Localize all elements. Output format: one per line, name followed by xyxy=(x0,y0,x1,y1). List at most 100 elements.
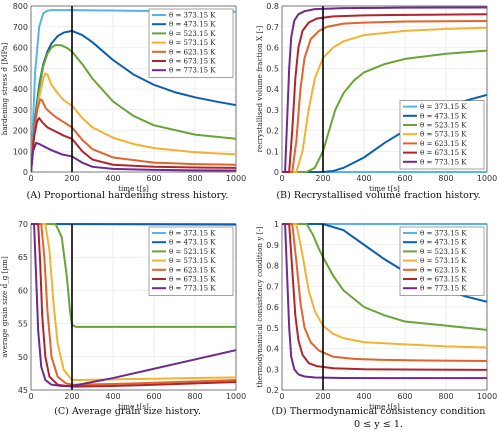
y-tick-label: 800 xyxy=(13,2,28,11)
y-tick-label: 60 xyxy=(18,286,28,295)
legend-entry: θ = 523.15 K xyxy=(420,122,467,130)
y-tick-label: 0.5 xyxy=(266,324,279,333)
plot-frame xyxy=(30,5,237,173)
x-tick-label: 1000 xyxy=(226,174,246,183)
y-axis-label: recrystallised volume fraction X [-] xyxy=(255,25,264,152)
x-tick-label: 200 xyxy=(315,392,330,401)
y-tick-label: 0 xyxy=(23,168,28,177)
legend-entry: θ = 673.15 K xyxy=(169,276,216,284)
y-tick-label: 65 xyxy=(18,253,28,262)
series-line xyxy=(31,223,236,388)
legend-entry: θ = 523.15 K xyxy=(169,30,216,38)
y-axis-label: hardening stress σ̂ [MPa] xyxy=(0,43,9,136)
legend: θ = 373.15 Kθ = 473.15 Kθ = 523.15 Kθ = … xyxy=(148,8,234,78)
series-line xyxy=(31,117,236,173)
x-tick-label: 600 xyxy=(146,392,161,401)
y-tick-label: 500 xyxy=(13,64,28,73)
legend-entry: θ = 373.15 K xyxy=(420,103,467,111)
legend-entry: θ = 773.15 K xyxy=(420,285,467,293)
series-line xyxy=(282,223,487,371)
y-tick-label: 0 xyxy=(274,168,279,177)
y-tick-label: 0.2 xyxy=(266,127,279,136)
y-tick-label: 0.6 xyxy=(266,303,279,312)
x-tick-label: 800 xyxy=(438,392,453,401)
y-tick-label: 0.3 xyxy=(266,106,279,115)
y-tick-label: 0.8 xyxy=(266,2,279,11)
series-line xyxy=(282,223,487,349)
y-tick-label: 70 xyxy=(18,220,28,229)
x-tick-label: 1000 xyxy=(477,174,497,183)
y-tick-label: 55 xyxy=(18,320,28,329)
panel-caption-line2: 0 ≤ y ≤ 1. xyxy=(354,419,403,430)
x-tick-label: 0 xyxy=(28,392,33,401)
legend-entry: θ = 473.15 K xyxy=(169,239,216,247)
x-tick-label: 600 xyxy=(146,174,161,183)
legend-entry: θ = 623.15 K xyxy=(169,266,216,274)
series-line xyxy=(31,44,236,173)
series-line xyxy=(31,223,236,382)
series-line xyxy=(282,13,487,173)
chart-panel-d: 0 200 400 600 800 1000 0.2 0.3 0.4 0.5 0.6 0.7 0.8 0.… xyxy=(255,220,497,430)
x-tick-label: 400 xyxy=(356,392,371,401)
y-axis-label: thermodynamical consistency condition y … xyxy=(255,226,264,388)
legend-entry: θ = 473.15 K xyxy=(169,21,216,29)
x-tick-label: 600 xyxy=(397,174,412,183)
x-axis-label: time t[s] xyxy=(118,184,149,193)
x-tick-label: 600 xyxy=(397,392,412,401)
legend: θ = 373.15 Kθ = 473.15 Kθ = 523.15 Kθ = … xyxy=(148,226,234,296)
x-tick-label: 800 xyxy=(187,392,202,401)
y-tick-label: 0.2 xyxy=(266,386,279,395)
legend-entry: θ = 373.15 K xyxy=(420,230,467,238)
legend-entry: θ = 523.15 K xyxy=(420,248,467,256)
series-line xyxy=(282,223,487,331)
y-tick-label: 0.4 xyxy=(266,85,279,94)
y-tick-label: 0.5 xyxy=(266,64,279,73)
y-tick-label: 0.9 xyxy=(266,241,279,250)
x-tick-label: 200 xyxy=(64,392,79,401)
x-tick-label: 1000 xyxy=(477,392,497,401)
x-tick-label: 800 xyxy=(187,174,202,183)
x-axis-label: time t[s] xyxy=(369,402,400,411)
series-line xyxy=(282,19,487,173)
y-tick-label: 45 xyxy=(18,386,28,395)
legend-entry: θ = 573.15 K xyxy=(420,131,467,139)
panel-caption: (A) Proportional hardening stress histor… xyxy=(27,190,229,201)
series-line xyxy=(282,49,487,173)
x-tick-label: 400 xyxy=(105,392,120,401)
x-tick-label: 200 xyxy=(315,174,330,183)
legend-entry: θ = 373.15 K xyxy=(169,230,216,238)
legend-entry: θ = 573.15 K xyxy=(169,39,216,47)
x-tick-label: 200 xyxy=(64,174,79,183)
series-line xyxy=(31,223,236,226)
legend-entry: θ = 623.15 K xyxy=(169,48,216,56)
legend-entry: θ = 673.15 K xyxy=(420,276,467,284)
panel-caption: (B) Recrystallised volume fraction histo… xyxy=(276,190,480,201)
y-tick-label: 100 xyxy=(13,147,28,156)
series-line xyxy=(282,223,487,380)
y-tick-label: 0.1 xyxy=(266,147,279,156)
y-tick-label: 50 xyxy=(18,353,28,362)
y-tick-label: 0.7 xyxy=(266,23,279,32)
chart-panel-c: 0 200 400 600 800 1000 45 50 55 60 65 70 time t[s] av… xyxy=(0,220,246,417)
y-tick-label: 1 xyxy=(274,220,279,229)
series-line xyxy=(31,141,236,173)
chart-panel-b: 0 200 400 600 800 1000 0 0.1 0.2 0.3 0.4 0.5 0.6 0.7 0… xyxy=(255,2,497,201)
x-tick-label: 400 xyxy=(356,174,371,183)
series-line xyxy=(31,98,236,173)
legend: θ = 373.15 Kθ = 473.15 Kθ = 523.15 Kθ = … xyxy=(399,100,485,170)
x-tick-label: 400 xyxy=(105,174,120,183)
series-line xyxy=(31,72,236,173)
panel-caption: (C) Average grain size history. xyxy=(54,406,201,417)
x-tick-label: 0 xyxy=(279,174,284,183)
series-line xyxy=(31,223,236,388)
series-line xyxy=(282,26,487,173)
panel-caption: (D) Thermodynamical consistency conditio… xyxy=(272,406,486,417)
legend-entry: θ = 573.15 K xyxy=(169,257,216,265)
legend-entry: θ = 373.15 K xyxy=(169,12,216,20)
legend-entry: θ = 623.15 K xyxy=(420,266,467,274)
x-axis-label: time t[s] xyxy=(369,184,400,193)
y-tick-label: 0.8 xyxy=(266,262,279,271)
legend-entry: θ = 773.15 K xyxy=(420,158,467,166)
y-tick-label: 700 xyxy=(13,23,28,32)
